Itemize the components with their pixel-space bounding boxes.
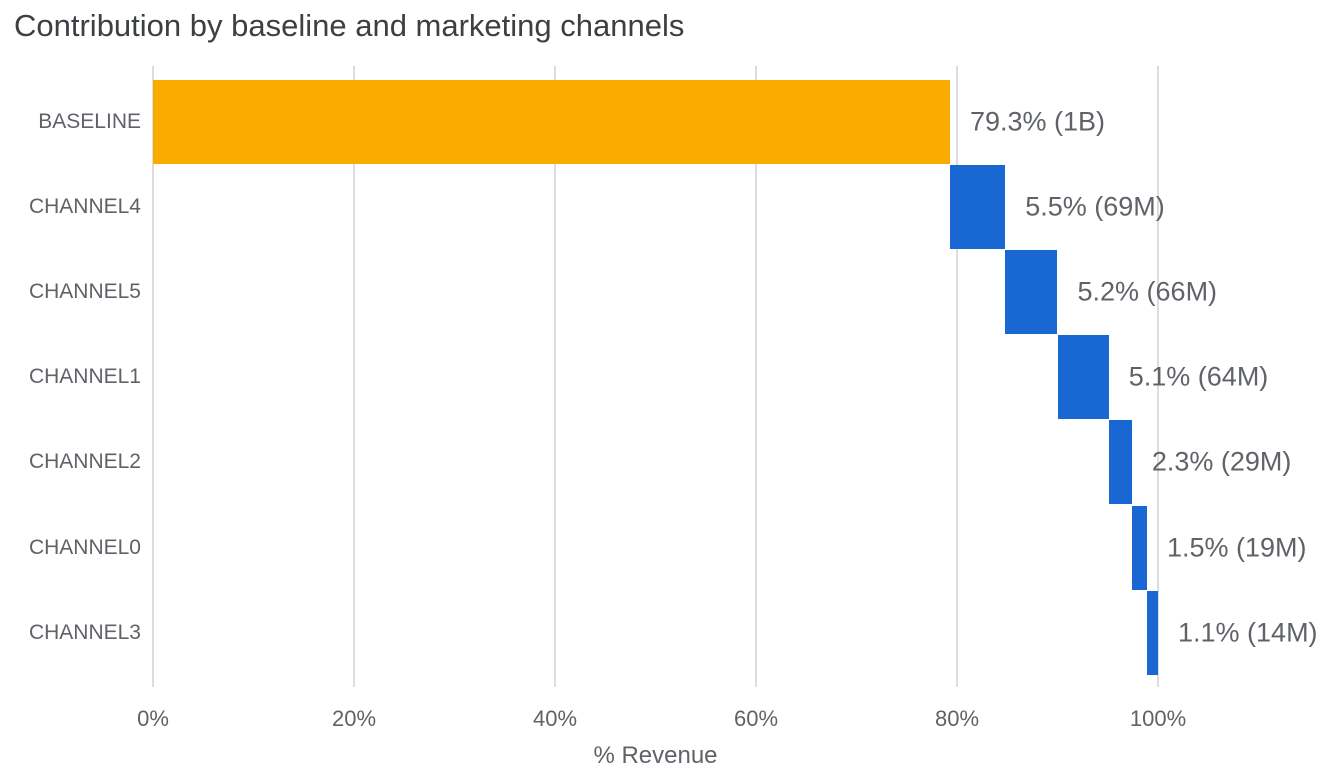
category-label-baseline: BASELINE — [38, 110, 141, 133]
gridline-0pct — [152, 66, 154, 687]
category-label-channel3: CHANNEL3 — [28, 620, 141, 644]
category-label-channel2: CHANNEL2 — [28, 450, 141, 474]
gridline-20pct — [353, 66, 355, 687]
bar-channel3[interactable] — [1146, 590, 1158, 675]
value-label-channel0: 1.5% (19M) — [1166, 532, 1307, 562]
category-label-channel5: CHANNEL5 — [28, 280, 141, 304]
x-tick-label: 60% — [733, 706, 779, 731]
gridline-40pct — [554, 66, 556, 687]
bar-baseline[interactable] — [153, 80, 950, 164]
x-axis-title: % Revenue — [593, 742, 718, 769]
x-tick-label: 20% — [331, 706, 377, 731]
value-label-channel3: 1.1% (14M) — [1178, 617, 1318, 648]
x-tick-label: 40% — [532, 706, 578, 731]
category-label-channel0: CHANNEL0 — [28, 535, 141, 559]
x-tick-label: 100% — [1129, 706, 1187, 731]
gridline-80pct — [956, 66, 958, 687]
bar-channel4[interactable] — [949, 165, 1006, 250]
bar-channel5[interactable] — [1005, 250, 1058, 335]
gridline-100pct — [1157, 66, 1159, 687]
bar-channel1[interactable] — [1057, 335, 1109, 420]
bar-channel0[interactable] — [1131, 505, 1147, 590]
value-label-channel5: 5.2% (66M) — [1077, 276, 1218, 307]
chart-title: Contribution by baseline and marketing c… — [14, 8, 685, 43]
category-label-channel1: CHANNEL1 — [28, 365, 141, 389]
category-label-channel4: CHANNEL4 — [28, 195, 141, 219]
x-tick-label: 0% — [137, 706, 169, 731]
bar-channel2[interactable] — [1108, 420, 1132, 505]
gridline-60pct — [755, 66, 757, 687]
value-label-channel4: 5.5% (69M) — [1025, 191, 1165, 222]
value-label-baseline: 79.3% (1B) — [969, 106, 1106, 137]
value-label-channel1: 5.1% (64M) — [1128, 361, 1269, 392]
value-label-channel2: 2.3% (29M) — [1151, 446, 1292, 477]
x-tick-label: 80% — [934, 706, 980, 731]
